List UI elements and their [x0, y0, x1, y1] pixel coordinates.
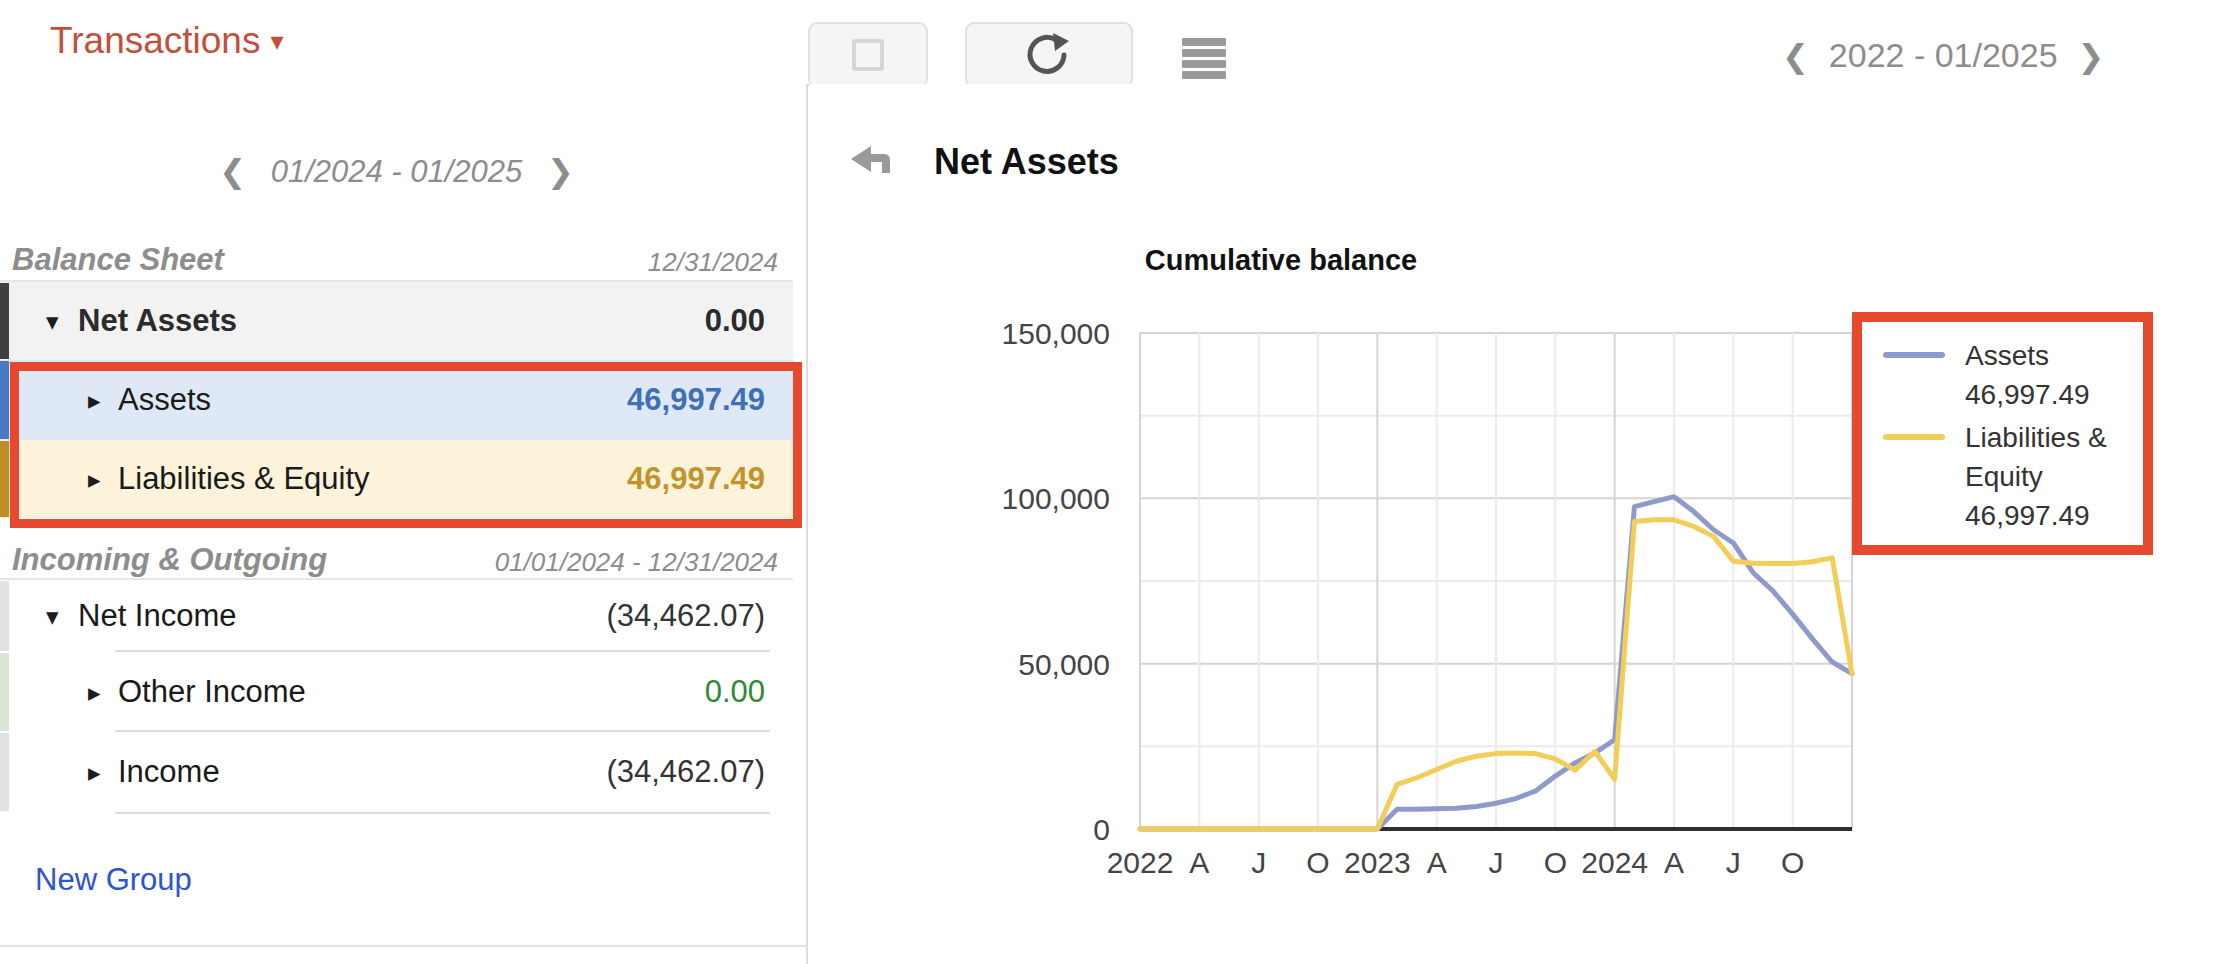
stop-button[interactable]	[808, 22, 928, 88]
sidebar-prev-period-button[interactable]: ❮	[219, 153, 246, 189]
header-bar: Transactions ▾ ❮ 2022 - 01/2025 ❯	[0, 0, 2234, 86]
svg-text:J: J	[1489, 846, 1504, 879]
transactions-menu-label: Transactions	[50, 20, 260, 61]
transactions-menu[interactable]: Transactions ▾	[50, 20, 284, 62]
assets-line-swatch	[1883, 352, 1945, 358]
account-color-strip	[0, 653, 9, 731]
section-title: Balance Sheet	[12, 242, 224, 278]
row-label: Net Income	[78, 598, 237, 634]
section-title: Incoming & Outgoing	[12, 542, 327, 578]
svg-text:0: 0	[1093, 813, 1110, 846]
svg-text:50,000: 50,000	[1018, 648, 1110, 681]
row-value: 0.00	[705, 674, 765, 710]
svg-text:A: A	[1189, 846, 1209, 879]
expand-triangle-icon[interactable]: ▸	[88, 386, 101, 415]
legend-entry-liabilities: Liabilities & Equity 46,997.49	[1862, 418, 2143, 535]
section-date: 12/31/2024	[648, 247, 778, 278]
svg-text:A: A	[1427, 846, 1447, 879]
menu-button[interactable]	[1182, 38, 1226, 82]
chart-legend: Assets 46,997.49 Liabilities & Equity 46…	[1852, 312, 2153, 555]
svg-text:O: O	[1544, 846, 1567, 879]
row-value: (34,462.07)	[606, 598, 765, 634]
account-color-strip	[0, 733, 9, 811]
chart-title: Cumulative balance	[981, 244, 1581, 277]
report-panel: Net Assets Cumulative balance 0 50,000 100…	[810, 84, 2234, 964]
app-window: Transactions ▾ ❮ 2022 - 01/2025 ❯ ❮ 01/20…	[0, 0, 2234, 964]
accounts-sidebar: ❮ 01/2024 - 01/2025 ❯ Balance Sheet 12/3…	[0, 84, 808, 964]
account-color-strip	[0, 441, 9, 517]
refresh-icon	[1025, 31, 1073, 79]
divider	[115, 812, 770, 814]
svg-text:J: J	[1726, 846, 1741, 879]
incoming-outgoing-header: Incoming & Outgoing 01/01/2024 - 12/31/2…	[12, 542, 793, 582]
legend-label: Liabilities & Equity	[1965, 418, 2130, 496]
section-date: 01/01/2024 - 12/31/2024	[495, 547, 778, 578]
svg-text:O: O	[1781, 846, 1804, 879]
square-icon	[852, 39, 884, 71]
liabilities-line-swatch	[1883, 434, 1945, 440]
back-button[interactable]	[848, 144, 894, 180]
svg-text:A: A	[1664, 846, 1684, 879]
svg-text:O: O	[1306, 846, 1329, 879]
next-period-button[interactable]: ❯	[2078, 37, 2105, 75]
svg-text:100,000: 100,000	[1002, 482, 1110, 515]
global-period-nav: ❮ 2022 - 01/2025 ❯	[1782, 36, 2104, 75]
sidebar-period-label: 01/2024 - 01/2025	[271, 154, 523, 189]
legend-label: Assets	[1965, 336, 2130, 375]
account-color-strip	[0, 361, 9, 439]
hamburger-icon	[1182, 38, 1226, 46]
prev-period-button[interactable]: ❮	[1782, 37, 1809, 75]
global-period-label: 2022 - 01/2025	[1829, 36, 2058, 75]
row-label: Liabilities & Equity	[118, 461, 370, 497]
expand-triangle-icon[interactable]: ▸	[88, 465, 101, 494]
legend-value: 46,997.49	[1965, 496, 2130, 535]
row-value: 46,997.49	[627, 382, 765, 418]
expand-triangle-icon[interactable]: ▸	[88, 758, 101, 787]
row-label: Assets	[118, 382, 211, 418]
report-title: Net Assets	[934, 141, 1119, 183]
row-assets[interactable]: ▸ Assets 46,997.49	[0, 360, 793, 440]
svg-text:2024: 2024	[1581, 846, 1648, 879]
row-label: Net Assets	[78, 303, 237, 339]
sidebar-next-period-button[interactable]: ❯	[547, 153, 574, 189]
chevron-down-icon: ▾	[270, 26, 283, 56]
row-net-assets[interactable]: ▾ Net Assets 0.00	[0, 282, 793, 360]
expand-triangle-icon[interactable]: ▸	[88, 678, 101, 707]
row-value: 0.00	[705, 303, 765, 339]
row-label: Income	[118, 754, 220, 790]
collapse-triangle-icon[interactable]: ▾	[46, 307, 59, 336]
row-label: Other Income	[118, 674, 306, 710]
svg-text:2022: 2022	[1107, 846, 1174, 879]
svg-text:2023: 2023	[1344, 846, 1411, 879]
legend-value: 46,997.49	[1965, 375, 2130, 414]
svg-text:J: J	[1251, 846, 1266, 879]
balance-sheet-header: Balance Sheet 12/31/2024	[12, 242, 793, 282]
legend-entry-assets: Assets 46,997.49	[1862, 336, 2143, 414]
row-net-income[interactable]: ▾ Net Income (34,462.07)	[0, 580, 793, 652]
back-arrow-icon	[848, 144, 894, 180]
svg-text:150,000: 150,000	[1002, 317, 1110, 350]
row-other-income[interactable]: ▸ Other Income 0.00	[0, 652, 793, 732]
refresh-button[interactable]	[965, 22, 1133, 88]
collapse-triangle-icon[interactable]: ▾	[46, 602, 59, 631]
account-color-strip	[0, 581, 9, 651]
row-value: (34,462.07)	[606, 754, 765, 790]
divider	[0, 945, 808, 947]
row-income[interactable]: ▸ Income (34,462.07)	[0, 732, 793, 812]
sidebar-period-nav: ❮ 01/2024 - 01/2025 ❯	[0, 152, 793, 190]
new-group-link[interactable]: New Group	[35, 862, 192, 898]
row-value: 46,997.49	[627, 461, 765, 497]
account-color-strip	[0, 283, 9, 359]
row-liabilities-equity[interactable]: ▸ Liabilities & Equity 46,997.49	[0, 440, 793, 518]
